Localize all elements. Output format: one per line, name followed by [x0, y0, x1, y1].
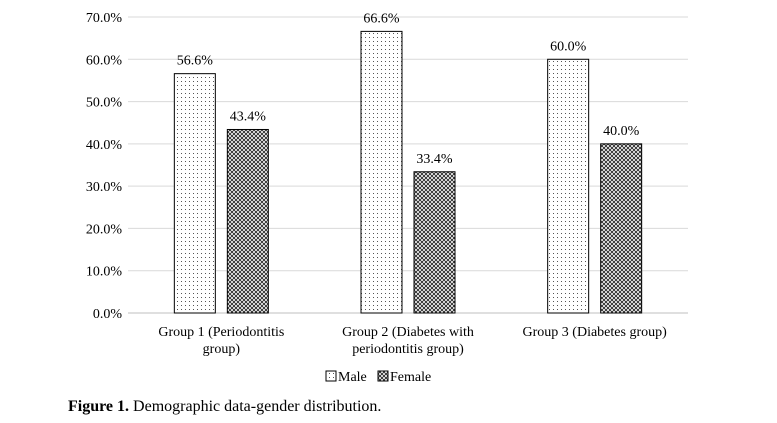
- y-tick-label: 10.0%: [86, 265, 123, 280]
- bar-male-group-1: [173, 73, 216, 314]
- legend-label-female: Female: [390, 370, 431, 385]
- bar-male-group-2: [360, 30, 403, 314]
- data-labels: 56.6% 43.4% 66.6% 33.4% 60.0% 40.0%: [177, 11, 640, 166]
- x-tick-label: Group 1 (Periodontitis: [158, 325, 284, 340]
- y-tick-label: 30.0%: [86, 180, 123, 195]
- figure-caption: Figure 1. Demographic data-gender distri…: [68, 398, 381, 416]
- data-label: 43.4%: [230, 109, 267, 124]
- bar-male-group-3: [547, 58, 590, 314]
- bar-chart: 0.0% 10.0% 20.0% 30.0% 40.0% 50.0% 60.0% 70.0% G…: [86, 11, 688, 385]
- y-tick-label: 60.0%: [86, 53, 123, 68]
- legend-label-male: Male: [338, 370, 367, 385]
- x-tick-label: periodontitis group): [352, 342, 464, 357]
- figure-caption-text: Demographic data-gender distribution.: [129, 398, 382, 415]
- bar-female-group-1: [226, 128, 269, 314]
- legend: Male Female: [325, 370, 431, 385]
- data-label: 40.0%: [603, 124, 640, 139]
- x-tick-label: group): [203, 342, 241, 357]
- figure-caption-label: Figure 1.: [68, 398, 130, 415]
- y-tick-label: 20.0%: [86, 222, 123, 237]
- data-label: 60.0%: [550, 39, 587, 54]
- y-tick-label: 0.0%: [93, 307, 123, 322]
- gridlines: [128, 16, 688, 272]
- data-label: 56.6%: [177, 54, 214, 69]
- bar-female-group-3: [600, 143, 643, 314]
- x-tick-label: Group 3 (Diabetes group): [523, 325, 668, 340]
- bar-female-group-2: [413, 171, 456, 314]
- y-tick-label: 40.0%: [86, 138, 123, 153]
- bars: [173, 30, 643, 314]
- data-label: 33.4%: [416, 152, 453, 167]
- y-tick-label: 70.0%: [86, 11, 123, 26]
- axes: 0.0% 10.0% 20.0% 30.0% 40.0% 50.0% 60.0% 70.0% G…: [86, 11, 688, 357]
- legend-swatch-male: [325, 370, 337, 382]
- legend-swatch-female: [377, 370, 389, 382]
- data-label: 66.6%: [363, 11, 400, 26]
- y-tick-label: 50.0%: [86, 96, 123, 111]
- x-tick-label: Group 2 (Diabetes with: [342, 325, 474, 340]
